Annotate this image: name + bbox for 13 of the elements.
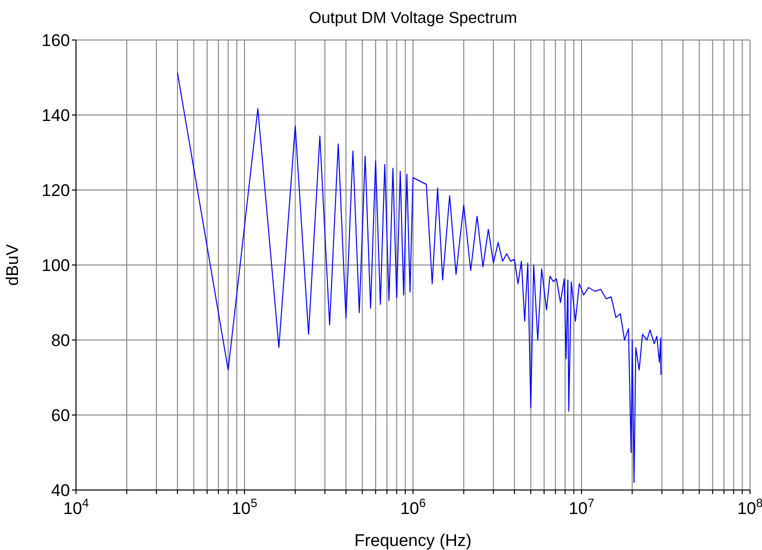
y-tick-label: 60 [51,406,70,426]
y-tick-label: 140 [42,106,70,126]
chart-title: Output DM Voltage Spectrum [308,10,518,28]
y-tick-label: 160 [42,31,70,50]
x-tick-label: 10$^{8}$ [737,496,762,518]
y-tick-label: 120 [42,181,70,200]
x-tick-label: 10$^{6}$ [400,496,426,518]
y-tick-label: 100 [42,256,70,276]
y-axis-title: dBuV [3,244,22,286]
x-axis-title: Frequency (Hz) [354,531,472,550]
x-tick-label: 10$^{5}$ [232,496,258,518]
x-tick-label: 10$^{7}$ [568,496,595,518]
y-tick-label: 80 [51,331,70,350]
